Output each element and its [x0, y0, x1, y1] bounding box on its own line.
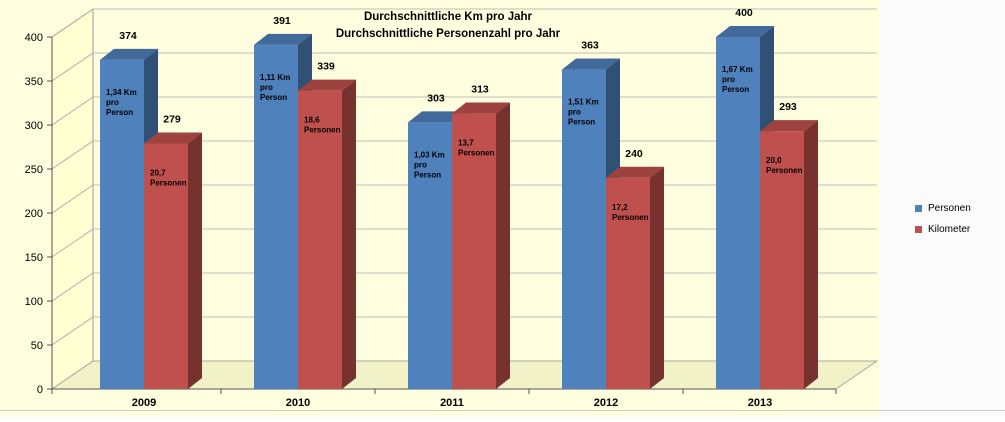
bar-top	[408, 111, 466, 123]
gridline-depth	[51, 140, 94, 170]
legend-swatch-kilometer	[915, 226, 922, 233]
gridline-depth	[51, 52, 94, 82]
bar-front	[606, 177, 650, 389]
gridline-depth	[51, 96, 94, 126]
value-label-personen-2011: 303	[427, 92, 445, 104]
annotation-kilometer-2009: 20,7 Personen	[150, 168, 187, 187]
gridline-depth	[51, 316, 94, 346]
gridline-depth	[51, 228, 94, 258]
x-tick-label-2009: 2009	[132, 397, 156, 409]
annotation-kilometer-2013: 20,0 Personen	[766, 156, 803, 175]
value-label-kilometer-2011: 313	[471, 84, 489, 96]
bar-front	[100, 59, 144, 389]
y-tick-label: 400	[25, 32, 43, 44]
annotation-personen-2010: 1,11 Km pro Person	[260, 73, 290, 102]
bar-top	[254, 33, 312, 45]
bar-front	[144, 143, 188, 389]
y-tick-label: 250	[25, 164, 43, 176]
bar-side	[496, 102, 510, 389]
gridline-depth	[51, 184, 94, 214]
value-label-kilometer-2009: 279	[163, 113, 181, 125]
x-tick-label-2013: 2013	[748, 397, 772, 409]
sheet-background	[880, 0, 1005, 417]
bar-top	[298, 79, 356, 91]
bar-front	[254, 44, 298, 390]
y-tick-label: 300	[25, 120, 43, 132]
gridline-depth	[51, 272, 94, 302]
bar-personen-2013[interactable]	[716, 26, 774, 389]
y-tick-label: 200	[25, 208, 43, 220]
annotation-personen-2012: 1,51 Km pro Person	[568, 98, 599, 127]
bar-front	[452, 113, 496, 389]
bar-top	[144, 132, 202, 144]
annotation-kilometer-2012: 17,2 Personen	[612, 203, 649, 222]
sheet-gridline	[0, 410, 1005, 411]
y-tick-label: 100	[25, 296, 43, 308]
bar-top	[760, 120, 818, 132]
bar-front	[562, 69, 606, 389]
bar-kilometer-2009[interactable]	[144, 132, 202, 390]
x-tick-label-2011: 2011	[440, 397, 464, 409]
bar-front	[716, 37, 760, 389]
value-label-kilometer-2013: 293	[779, 101, 797, 113]
legend-label-kilometer: Kilometer	[928, 224, 971, 235]
bar-front	[298, 90, 342, 390]
value-label-kilometer-2010: 339	[317, 61, 335, 73]
bar-kilometer-2010[interactable]	[298, 79, 356, 390]
y-tick-label: 150	[25, 252, 43, 264]
value-label-personen-2013: 400	[735, 7, 753, 19]
x-tick-label-2012: 2012	[594, 397, 618, 409]
value-label-kilometer-2012: 240	[625, 148, 643, 160]
bar-kilometer-2013[interactable]	[760, 120, 818, 389]
bar-side	[804, 120, 818, 389]
chart-legend[interactable]: Personen Kilometer	[915, 198, 1000, 240]
bar-kilometer-2012[interactable]	[606, 166, 664, 389]
annotation-kilometer-2011: 13,7 Personen	[458, 139, 495, 158]
annotation-personen-2013: 1,67 Km pro Person	[722, 65, 753, 94]
value-label-personen-2009: 374	[119, 30, 137, 42]
bar-top	[562, 58, 620, 70]
bar-kilometer-2011[interactable]	[452, 102, 510, 389]
chart-area[interactable]: 0 50 100 150 200 250 300 350 400 2009 2010 2011 2012…	[0, 0, 880, 417]
gridline-depth	[51, 360, 94, 390]
annotation-personen-2009: 1,34 Km pro Person	[106, 88, 137, 117]
bar-top	[606, 166, 664, 178]
bar-front	[408, 122, 452, 390]
chart-title-line-1: Durchschnittliche Km pro Jahr	[364, 11, 533, 23]
y-tick-label: 50	[31, 340, 43, 352]
value-label-personen-2010: 391	[273, 15, 291, 27]
legend-item-personen[interactable]: Personen	[915, 198, 1000, 219]
annotation-kilometer-2010: 18,6 Personen	[304, 116, 341, 135]
legend-swatch-personen	[915, 205, 922, 212]
bar-side	[342, 79, 356, 390]
bar-chart: 0 50 100 150 200 250 300 350 400 2009 2010 2011 2012…	[25, 7, 879, 409]
chart-title-line-2: Durchschnittliche Personenzahl pro Jahr	[336, 28, 561, 40]
bar-front	[760, 131, 804, 389]
x-tick-label-2010: 2010	[286, 397, 310, 409]
bar-top	[100, 48, 158, 60]
annotation-personen-2011: 1,03 Km pro Person	[414, 150, 445, 179]
bar-side	[188, 132, 202, 390]
gridline-depth	[51, 8, 94, 38]
legend-label-personen: Personen	[928, 203, 971, 214]
bar-top	[452, 102, 510, 114]
y-tick-label: 350	[25, 76, 43, 88]
y-tick-label: 0	[37, 384, 43, 396]
bar-side	[650, 166, 664, 389]
bar-top	[716, 26, 774, 37]
value-label-personen-2012: 363	[581, 40, 599, 52]
legend-item-kilometer[interactable]: Kilometer	[915, 219, 1000, 240]
